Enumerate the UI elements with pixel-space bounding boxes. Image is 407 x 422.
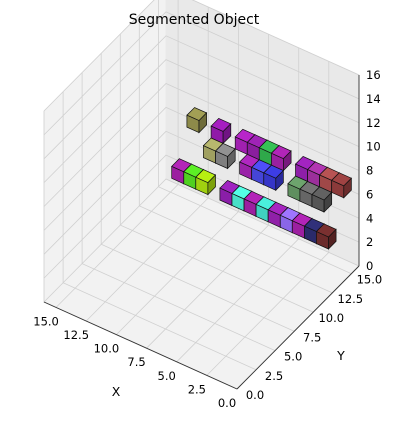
y-tick-label: 12.5 — [338, 292, 364, 306]
y-tick-label: 15.0 — [357, 273, 383, 287]
voxel-side — [323, 191, 333, 213]
x-tick-label: 2.5 — [188, 382, 206, 396]
voxel-side — [328, 228, 337, 250]
voxel-side — [275, 169, 284, 192]
y-axis-line — [236, 265, 360, 390]
z-gridline — [43, 83, 360, 207]
voxel — [331, 172, 353, 199]
z-gridline — [43, 11, 360, 136]
voxel — [263, 164, 285, 192]
y-tick-label: 7.5 — [303, 330, 321, 344]
voxel — [210, 117, 232, 145]
voxel — [195, 169, 217, 196]
voxel-side — [343, 177, 352, 199]
voxel-side — [198, 112, 207, 134]
y-axis-label: Y — [336, 348, 345, 363]
y-tick-label: 5.0 — [284, 350, 302, 364]
voxel-side — [227, 148, 236, 170]
z-gridline — [43, 178, 360, 303]
voxel-group — [171, 107, 353, 250]
z-gridline — [43, 35, 360, 160]
z-tick-label: 4 — [366, 211, 373, 225]
z-tick-label: 12 — [366, 116, 381, 130]
y-tick-label: 2.5 — [265, 369, 283, 383]
voxel-side — [222, 122, 232, 145]
chart-title: Segmented Object — [129, 12, 260, 28]
x-tick-label: 5.0 — [158, 369, 176, 383]
voxel — [315, 223, 337, 250]
voxel — [214, 142, 236, 170]
z-gridline — [43, 106, 360, 231]
z-gridline — [43, 59, 360, 183]
x-axis-label: X — [112, 384, 121, 399]
y-tick-label: 0.0 — [246, 388, 264, 402]
z-tick-label: 14 — [366, 92, 381, 106]
y-tick-label: 10.0 — [318, 311, 344, 325]
z-tick-label: 8 — [366, 164, 373, 178]
voxel-side — [207, 174, 216, 196]
tick-labels: 0.02.55.07.510.012.515.00.02.55.07.510.0… — [33, 68, 382, 410]
z-gridline — [43, 0, 360, 112]
x-tick-label: 15.0 — [33, 314, 59, 328]
axis-lines — [43, 75, 360, 390]
voxel — [311, 186, 333, 213]
voxel — [171, 158, 193, 185]
voxel-side — [283, 150, 292, 172]
z-tick-label: 10 — [366, 140, 381, 154]
z-tick-label: 0 — [366, 259, 373, 273]
x-tick-label: 7.5 — [127, 355, 145, 369]
x-axis-line — [43, 301, 238, 390]
x-tick-label: 12.5 — [63, 328, 89, 342]
voxel — [186, 107, 208, 134]
z-tick-label: 16 — [366, 68, 381, 82]
x-tick-label: 0.0 — [218, 396, 236, 410]
z-tick-label: 6 — [366, 187, 373, 201]
x-tick-label: 10.0 — [94, 342, 120, 356]
z-tick-label: 2 — [366, 235, 373, 249]
